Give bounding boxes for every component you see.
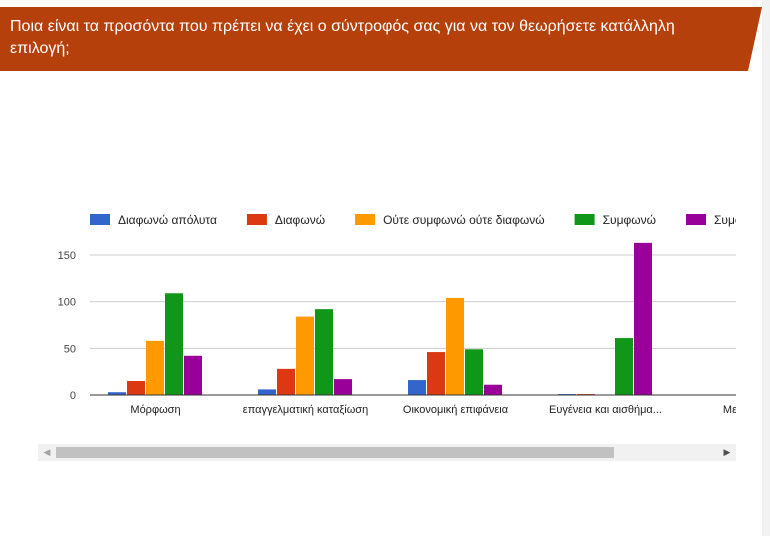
bar	[465, 349, 483, 395]
bar	[446, 297, 464, 395]
bar	[146, 340, 164, 395]
question-header: Ποια είναι τα προσόντα που πρέπει να έχε…	[0, 7, 770, 71]
bar	[165, 293, 183, 395]
bar	[408, 380, 426, 395]
bar	[634, 242, 652, 395]
legend-swatch	[90, 214, 110, 225]
y-tick-label: 100	[58, 297, 76, 309]
bar	[334, 379, 352, 395]
bar	[258, 389, 276, 395]
x-category-label: Με μόνο κρ...	[723, 404, 736, 416]
page-edge	[762, 0, 770, 536]
bar	[427, 352, 445, 395]
legend-label: Διαφωνώ απόλυτα	[118, 213, 217, 227]
header-banner-shape	[0, 7, 762, 71]
bar	[277, 368, 295, 395]
legend-swatch	[574, 214, 595, 225]
legend-swatch	[686, 214, 707, 225]
bar-chart: 0 50 100 150 Διαφωνώ απόλυτα Διαφωνώ Ούτε συμφ…	[38, 205, 736, 427]
legend-label: Συμφωνώ σ...	[714, 213, 736, 227]
y-tick-label: 150	[58, 250, 76, 262]
legend-label: Συμφωνώ	[603, 213, 656, 227]
x-category-label: επαγγελματική καταξίωση	[243, 404, 368, 416]
legend-label: Ούτε συμφωνώ ούτε διαφωνώ	[383, 213, 545, 227]
legend-swatch	[246, 214, 267, 225]
horizontal-scrollbar[interactable]: ◀ ▶	[38, 444, 736, 461]
bar	[484, 384, 502, 395]
bar	[615, 338, 633, 395]
legend-label: Διαφωνώ	[275, 213, 325, 227]
bar	[127, 381, 145, 395]
scroll-left-arrow-icon[interactable]: ◀	[43, 447, 51, 457]
x-category-label: Οικονομική επιφάνεια	[403, 404, 509, 416]
bar	[108, 392, 126, 395]
y-tick-label: 0	[70, 390, 76, 402]
scroll-thumb[interactable]	[56, 447, 614, 458]
chart-canvas: 0 50 100 150 Διαφωνώ απόλυτα Διαφωνώ Ούτε συμφ…	[58, 213, 736, 416]
y-tick-label: 50	[64, 343, 76, 355]
x-category-label: Μόρφωση	[130, 404, 180, 416]
x-category-label: Ευγένεια και αισθήμα...	[549, 404, 662, 416]
bar	[184, 355, 202, 395]
question-title: Ποια είναι τα προσόντα που πρέπει να έχε…	[10, 18, 675, 57]
bar	[315, 309, 333, 395]
legend-swatch	[355, 214, 376, 225]
scroll-right-arrow-icon[interactable]: ▶	[723, 447, 731, 457]
bar	[296, 316, 314, 395]
